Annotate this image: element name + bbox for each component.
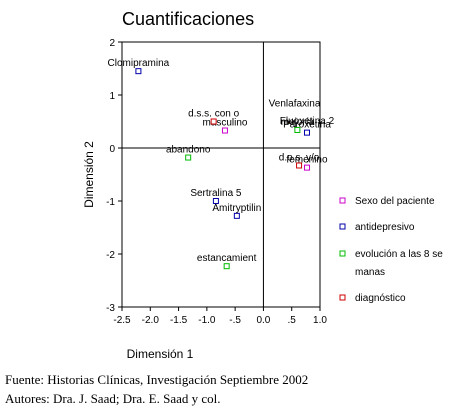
- scatter-chart: Cuantificaciones -2.5 -2.0 -1.5 -1.0 -.5 0.0 .5…: [82, 9, 443, 361]
- source-note: Fuente: Historias Clínicas, Investigació…: [5, 372, 309, 387]
- y-tick-label: -1: [106, 197, 115, 208]
- data-point: [212, 198, 219, 204]
- legend-marker: [339, 294, 346, 301]
- point-label: d.s.s. con o: [188, 109, 240, 120]
- data-point: [296, 162, 303, 169]
- point-label: Paroxetina: [283, 120, 331, 131]
- y-axis-title: Dimensión 2: [82, 141, 96, 208]
- point-label: estancamient: [197, 253, 257, 264]
- data-point: [233, 212, 240, 219]
- x-tick-label: -.5: [229, 315, 241, 326]
- x-tick-label: .5: [288, 315, 297, 326]
- x-tick-label: 1.0: [313, 315, 327, 326]
- point-label: Fluoxetina 2: [280, 116, 335, 127]
- data-point: [294, 126, 301, 133]
- point-label: femenino: [286, 155, 328, 166]
- y-tick-label: 0: [109, 144, 115, 155]
- x-tick-label: -1.0: [198, 315, 216, 326]
- legend-marker: [339, 250, 346, 257]
- x-tick-label: -2.0: [142, 315, 160, 326]
- y-tick-label: -3: [106, 303, 115, 314]
- data-point: [210, 118, 217, 125]
- legend-label-cont: manas: [355, 267, 385, 278]
- point-label: d.o.s. y/o: [279, 152, 320, 163]
- y-tick-label: 2: [109, 38, 115, 49]
- y-tick-label: -2: [106, 250, 115, 261]
- data-point: [135, 68, 142, 75]
- legend-label: Sexo del paciente: [355, 196, 435, 207]
- point-label: Sertralina 5: [190, 188, 242, 199]
- data-point: [303, 129, 310, 136]
- authors-note: Autores: Dra. J. Saad; Dra. E. Saad y co…: [5, 391, 221, 406]
- legend-label: antidepresivo: [355, 222, 415, 233]
- point-label: mejoría: [281, 117, 315, 128]
- x-tick-label: 0.0: [256, 315, 270, 326]
- x-tick-label: -2.5: [113, 315, 131, 326]
- point-label: abandono: [166, 145, 211, 156]
- point-label: Clomipramina: [108, 58, 170, 69]
- legend-marker: [339, 223, 346, 230]
- data-point: [303, 164, 310, 171]
- plot-frame: [121, 41, 321, 308]
- chart-title: Cuantificaciones: [122, 9, 254, 29]
- data-point: [221, 127, 228, 134]
- legend-label: diagnóstico: [355, 293, 406, 304]
- y-tick-label: 1: [109, 91, 115, 102]
- point-label: Amitryptilin: [212, 203, 261, 214]
- point-label: Venlafaxina: [269, 99, 321, 110]
- x-tick-label: -1.5: [170, 315, 188, 326]
- legend-label: evolución a las 8 se: [355, 249, 443, 260]
- data-point: [185, 154, 192, 161]
- point-label: masculino: [202, 118, 247, 129]
- x-axis-title: Dimensión 1: [127, 347, 194, 361]
- data-point: [223, 263, 230, 270]
- legend-marker: [339, 197, 346, 204]
